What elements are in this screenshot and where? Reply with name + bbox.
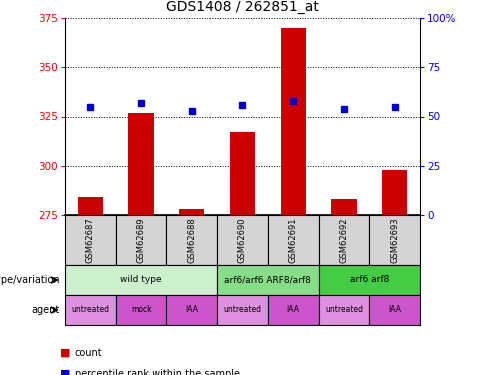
Text: genotype/variation: genotype/variation — [0, 275, 60, 285]
Text: ■: ■ — [60, 348, 71, 358]
Bar — [331, 199, 357, 215]
Bar — [116, 215, 166, 265]
Bar — [319, 265, 420, 295]
Bar — [319, 215, 369, 265]
Bar — [128, 112, 154, 215]
Bar — [65, 215, 116, 265]
Text: untreated: untreated — [325, 306, 363, 315]
Title: GDS1408 / 262851_at: GDS1408 / 262851_at — [166, 0, 319, 14]
Text: GSM62693: GSM62693 — [390, 217, 399, 263]
Bar — [179, 209, 204, 215]
Text: GSM62690: GSM62690 — [238, 217, 247, 263]
Bar — [268, 215, 319, 265]
Text: GSM62691: GSM62691 — [289, 217, 298, 263]
Bar — [369, 295, 420, 325]
Text: mock: mock — [131, 306, 151, 315]
Text: percentile rank within the sample: percentile rank within the sample — [75, 369, 240, 375]
Bar — [230, 132, 255, 215]
Text: GSM62687: GSM62687 — [86, 217, 95, 263]
Text: untreated: untreated — [224, 306, 262, 315]
Text: GSM62689: GSM62689 — [137, 217, 145, 263]
Bar — [217, 215, 268, 265]
Text: GSM62688: GSM62688 — [187, 217, 196, 263]
Bar — [217, 265, 319, 295]
Bar — [382, 170, 407, 215]
Text: wild type: wild type — [120, 276, 162, 285]
Bar — [268, 295, 319, 325]
Bar — [116, 295, 166, 325]
Text: ■: ■ — [60, 369, 71, 375]
Bar — [319, 295, 369, 325]
Text: arf6/arf6 ARF8/arf8: arf6/arf6 ARF8/arf8 — [224, 276, 311, 285]
Text: arf6 arf8: arf6 arf8 — [349, 276, 389, 285]
Bar — [369, 215, 420, 265]
Text: IAA: IAA — [388, 306, 401, 315]
Bar — [281, 28, 306, 215]
Text: agent: agent — [32, 305, 60, 315]
Text: count: count — [75, 348, 102, 358]
Text: GSM62692: GSM62692 — [340, 217, 348, 263]
Bar — [217, 295, 268, 325]
Text: IAA: IAA — [185, 306, 198, 315]
Bar — [166, 295, 217, 325]
Bar — [65, 295, 116, 325]
Bar — [78, 197, 103, 215]
Text: untreated: untreated — [71, 306, 109, 315]
Text: IAA: IAA — [287, 306, 300, 315]
Bar — [65, 265, 217, 295]
Bar — [166, 215, 217, 265]
